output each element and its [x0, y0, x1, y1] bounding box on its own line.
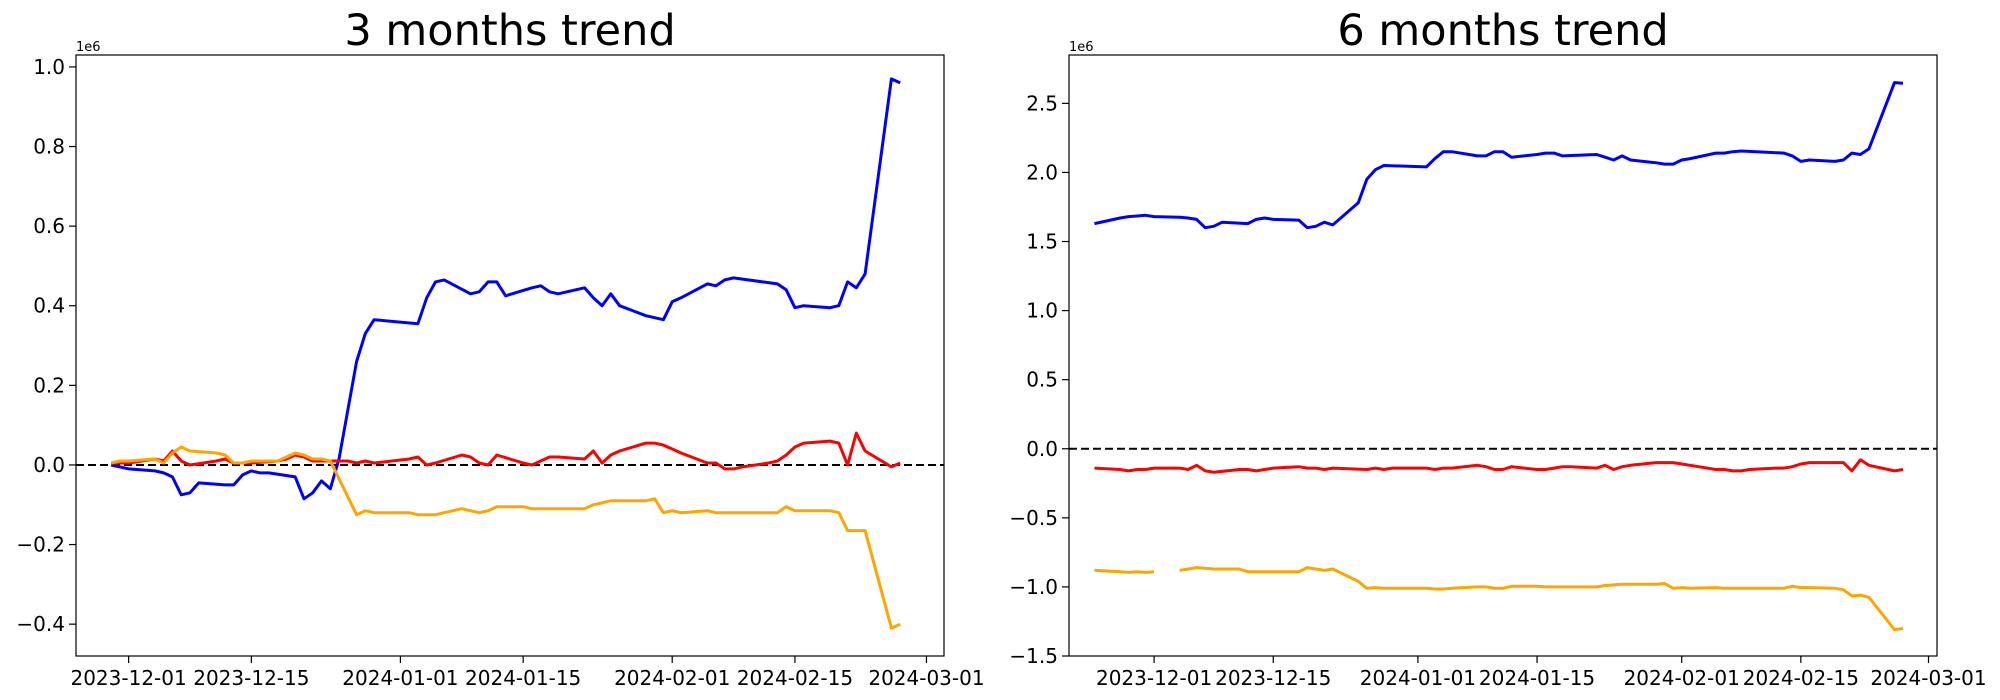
y-tick-label: 1.0 [1026, 299, 1058, 323]
y-tick-label: −0.5 [1009, 506, 1058, 530]
y-offset-label: 1e6 [1069, 40, 1094, 55]
y-tick-label: 0.0 [33, 453, 65, 477]
y-tick-label: 0.4 [33, 294, 65, 318]
x-tick-label: 2023-12-01 [1096, 666, 1212, 690]
series-line-3 [1094, 566, 1904, 632]
x-tick-label: 2023-12-15 [1215, 666, 1331, 690]
series-line-2 [1094, 458, 1904, 474]
x-tick-label: 2024-02-15 [1743, 666, 1859, 690]
series-line-1 [110, 77, 901, 501]
x-tick-label: 2024-02-01 [614, 666, 730, 690]
y-tick-label: 2.5 [1026, 91, 1058, 115]
y-tick-label: −0.4 [16, 612, 65, 636]
x-tick-label: 2024-01-01 [342, 666, 458, 690]
plot-area: −1.5 −1.0 −0.5 0.0 0.5 1.0 1.5 2.0 2.5 2023-12-01… [1009, 54, 1987, 690]
chart-title: 3 months trend [344, 6, 675, 56]
y-tick-label: −1.5 [1009, 644, 1058, 668]
x-tick-label: 2023-12-15 [193, 666, 309, 690]
axes-frame [1068, 54, 1938, 657]
y-tick-label: 0.6 [33, 214, 65, 238]
y-tick-label: 0.2 [33, 373, 65, 397]
x-tick-label: 2024-01-15 [465, 666, 581, 690]
x-tick-label: 2023-12-01 [70, 666, 186, 690]
y-offset-label: 1e6 [76, 40, 101, 55]
x-tick-label: 2024-03-01 [868, 666, 984, 690]
plot-area: −0.4 −0.2 0.0 0.2 0.4 0.6 0.8 1.0 2023-12-01 2023… [16, 54, 985, 690]
chart-3-months: 3 months trend 1e6 −0.4 −0.2 0.0 0.2 0.4 0.6 0… [16, 6, 984, 690]
axes-frame [75, 54, 945, 657]
chart-title: 6 months trend [1337, 6, 1668, 56]
x-tick-label: 2024-01-01 [1360, 666, 1476, 690]
chart-6-months: 6 months trend 1e6 −1.5 −1.0 −0.5 0.0 0.5 1.0… [1009, 6, 1986, 690]
y-tick-label: 1.0 [33, 55, 65, 79]
x-tick-label: 2024-03-01 [1870, 666, 1986, 690]
y-tick-label: −0.2 [16, 533, 65, 557]
series-line-1 [1094, 81, 1904, 230]
y-tick-label: 0.0 [1026, 437, 1058, 461]
x-tick-label: 2024-02-01 [1624, 666, 1740, 690]
series-line-3 [110, 445, 901, 630]
y-tick-label: 2.0 [1026, 160, 1058, 184]
y-tick-label: −1.0 [1009, 575, 1058, 599]
y-tick-label: 0.8 [33, 135, 65, 159]
y-tick-label: 1.5 [1026, 230, 1058, 254]
x-tick-label: 2024-02-15 [737, 666, 853, 690]
y-tick-label: 0.5 [1026, 368, 1058, 392]
x-tick-label: 2024-01-15 [1479, 666, 1595, 690]
